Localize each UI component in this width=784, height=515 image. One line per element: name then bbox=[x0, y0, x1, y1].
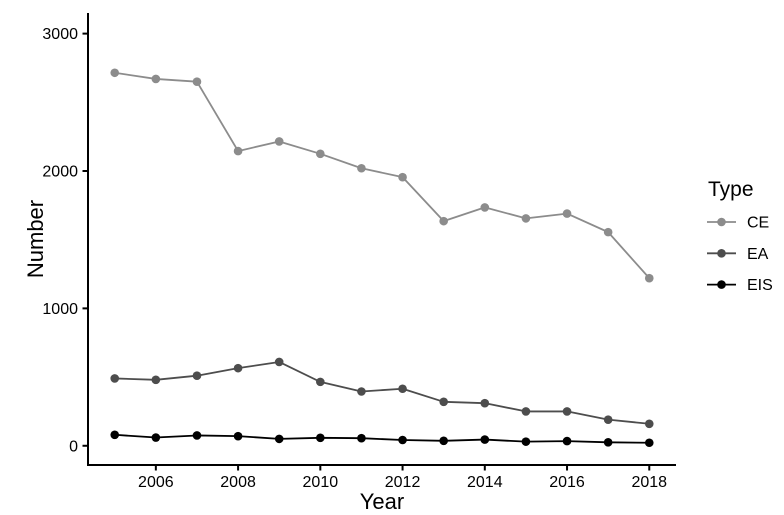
y-tick-label: 0 bbox=[69, 438, 78, 455]
data-point-CE-2011 bbox=[357, 163, 366, 173]
data-point-CE-2006 bbox=[151, 74, 161, 84]
data-point-EIS-2013 bbox=[439, 436, 448, 446]
series-EIS-line bbox=[113, 433, 651, 444]
legend-key-point-EA bbox=[717, 249, 726, 258]
data-point-EA-2007 bbox=[192, 371, 202, 380]
data-point-CE-2014 bbox=[480, 203, 490, 212]
y-axis-title: Number bbox=[23, 200, 48, 278]
series-EA bbox=[110, 357, 654, 429]
data-point-EA-2005 bbox=[110, 374, 120, 383]
data-point-CE-2015 bbox=[521, 214, 531, 223]
data-point-EA-2012 bbox=[398, 384, 407, 394]
x-tick-label: 2008 bbox=[220, 474, 256, 491]
data-point-EIS-2008 bbox=[233, 431, 243, 441]
data-point-EA-2011 bbox=[357, 387, 366, 396]
data-point-EIS-2006 bbox=[151, 433, 161, 442]
data-point-EIS-2016 bbox=[562, 436, 572, 446]
data-point-EA-2006 bbox=[151, 375, 161, 385]
plot-area: 0 1000 2000 3000 2006 2008 2010 2012 2014 2016 201… bbox=[42, 13, 676, 491]
data-point-EA-2008 bbox=[233, 363, 243, 373]
data-point-EIS-2015 bbox=[521, 437, 531, 446]
data-point-EIS-2012 bbox=[398, 435, 407, 445]
data-point-EIS-2007 bbox=[192, 431, 202, 440]
data-point-CE-2012 bbox=[398, 172, 407, 182]
data-point-EIS-2014 bbox=[480, 435, 490, 444]
series-EIS bbox=[110, 430, 654, 448]
data-point-CE-2009 bbox=[274, 137, 284, 146]
series-EA-line bbox=[113, 361, 651, 425]
data-point-EIS-2005 bbox=[110, 430, 120, 440]
x-tick-label: 2006 bbox=[138, 474, 174, 491]
data-point-CE-2017 bbox=[603, 227, 613, 237]
data-point-EA-2014 bbox=[480, 398, 490, 408]
x-tick-label: 2012 bbox=[385, 474, 421, 491]
legend-item-label-CE: CE bbox=[747, 215, 769, 232]
legend-item-CE: CE bbox=[707, 215, 769, 232]
data-point-CE-2005 bbox=[110, 68, 120, 78]
data-point-EIS-2010 bbox=[316, 433, 325, 443]
data-point-EA-2013 bbox=[439, 397, 448, 407]
legend-item-EA: EA bbox=[707, 246, 769, 263]
legend-items: CE EA EIS bbox=[707, 215, 773, 294]
data-point-EA-2017 bbox=[603, 415, 613, 424]
data-point-EIS-2017 bbox=[603, 438, 613, 447]
data-point-CE-2013 bbox=[439, 216, 448, 226]
legend-title: Type bbox=[708, 178, 754, 201]
legend-item-label-EA: EA bbox=[747, 246, 769, 263]
legend-key-point-CE bbox=[717, 217, 726, 227]
series-CE bbox=[110, 68, 654, 283]
legend-item-EIS: EIS bbox=[707, 277, 773, 294]
legend-key-point-EIS bbox=[717, 280, 726, 289]
data-point-EIS-2009 bbox=[274, 434, 284, 444]
data-point-EIS-2011 bbox=[357, 433, 366, 443]
data-point-EA-2015 bbox=[521, 407, 531, 416]
data-point-CE-2016 bbox=[562, 209, 572, 218]
data-point-EIS-2018 bbox=[644, 438, 654, 448]
x-tick-label: 2018 bbox=[631, 474, 667, 491]
data-point-EA-2016 bbox=[562, 407, 572, 416]
data-point-CE-2018 bbox=[644, 273, 654, 283]
x-tick-label: 2016 bbox=[549, 474, 585, 491]
legend: Type CE EA EIS bbox=[707, 178, 773, 294]
legend-item-label-EIS: EIS bbox=[747, 277, 773, 294]
y-tick-label: 2000 bbox=[42, 163, 78, 180]
y-tick-label: 1000 bbox=[42, 301, 78, 318]
x-axis-title: Year bbox=[360, 489, 404, 514]
series-CE-line bbox=[113, 71, 651, 280]
x-tick-label: 2014 bbox=[467, 474, 503, 491]
y-tick-label: 3000 bbox=[42, 26, 78, 43]
data-point-CE-2007 bbox=[192, 77, 202, 86]
x-tick-label: 2010 bbox=[303, 474, 339, 491]
data-point-EA-2009 bbox=[274, 357, 284, 367]
data-point-CE-2010 bbox=[316, 149, 325, 159]
data-point-CE-2008 bbox=[233, 146, 243, 156]
data-point-EA-2010 bbox=[316, 377, 325, 387]
data-point-EA-2018 bbox=[644, 419, 654, 429]
